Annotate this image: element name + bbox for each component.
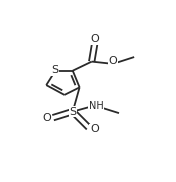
Text: NH: NH bbox=[89, 100, 104, 110]
Text: S: S bbox=[51, 65, 58, 75]
Text: O: O bbox=[43, 113, 51, 123]
Text: O: O bbox=[109, 56, 117, 66]
Text: S: S bbox=[69, 107, 76, 117]
Text: O: O bbox=[90, 34, 99, 44]
Text: O: O bbox=[90, 124, 99, 134]
